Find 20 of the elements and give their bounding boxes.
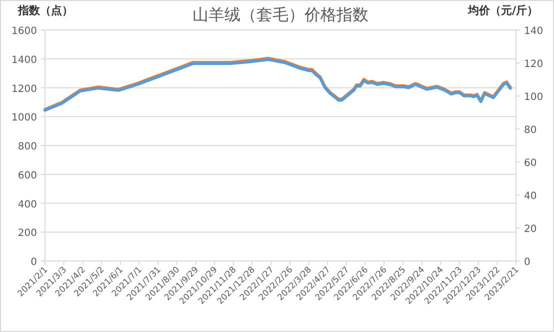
y-tick-label: 1000 (12, 112, 37, 124)
y-tick-label: 1400 (12, 54, 37, 66)
y2-tick-label: 20 (524, 224, 537, 235)
y-tick-label: 800 (18, 142, 37, 152)
y-tick-label: 0 (30, 257, 37, 268)
y2-tick-label: 60 (524, 158, 537, 169)
y2-axis-title: 均价（元/斤） (466, 4, 538, 17)
y-tick-label: 1600 (12, 26, 37, 37)
y2-tick-label: 80 (524, 125, 537, 136)
y2-tick-label: 140 (524, 26, 544, 37)
y-tick-label: 200 (18, 228, 37, 240)
y-tick-label: 1200 (12, 84, 37, 95)
chart-title: 山羊绒（套毛）价格指数 (192, 5, 368, 24)
y2-tick-label: 0 (524, 257, 530, 268)
y2-tick-label: 40 (524, 191, 537, 202)
y-tick-label: 400 (18, 199, 37, 210)
y-axis-title: 指数（点） (17, 4, 73, 17)
y2-tick-label: 120 (524, 59, 544, 70)
y-tick-label: 600 (18, 170, 37, 182)
y2-tick-label: 100 (524, 92, 544, 103)
